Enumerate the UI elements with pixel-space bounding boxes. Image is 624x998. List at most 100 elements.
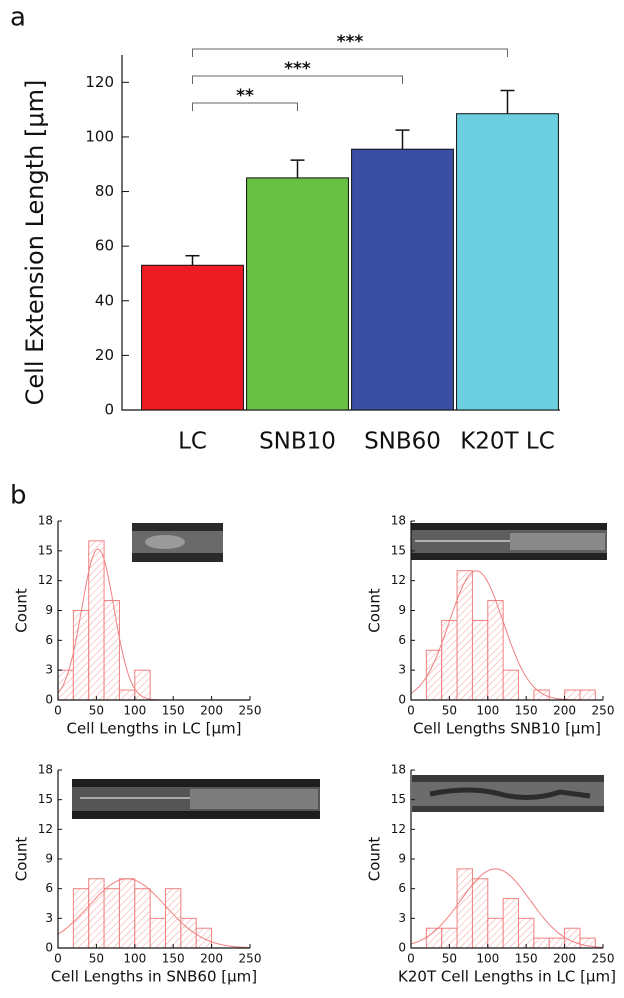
histogram-bar: [103, 888, 120, 949]
y-tick-label: 15: [38, 543, 53, 557]
y-tick-label: 9: [45, 852, 53, 866]
x-tick-label: 100: [123, 704, 146, 718]
y-axis-label: Count: [13, 588, 31, 633]
histogram-bar: [441, 619, 458, 701]
inset-image: [132, 523, 223, 562]
x-tick-label: 50: [89, 704, 104, 718]
x-tick-label: 200: [200, 704, 223, 718]
y-tick-label: 9: [398, 603, 406, 617]
x-tick-label: 0: [407, 952, 415, 966]
x-tick-label: 0: [407, 704, 415, 718]
x-tick-label: SNB60: [364, 429, 441, 455]
y-tick-label: 18: [38, 763, 53, 777]
y-axis-label: Count: [13, 837, 31, 882]
histogram-bar: [533, 689, 550, 701]
histogram-bar: [456, 570, 473, 701]
x-tick-label: LC: [178, 429, 207, 455]
significance-bracket: [192, 48, 508, 57]
x-tick-label: 200: [200, 952, 223, 966]
bar: [141, 264, 244, 411]
histogram-bar: [471, 619, 489, 701]
x-axis-label: Cell Lengths in SNB60 [μm]: [51, 968, 257, 986]
histogram-bar: [425, 649, 443, 701]
histogram-bar: [533, 937, 550, 949]
x-tick-label: 100: [476, 704, 499, 718]
histogram-bar: [579, 689, 596, 701]
y-tick-label: 6: [45, 633, 53, 647]
histogram-bar: [564, 689, 581, 701]
x-tick-label: 250: [592, 952, 615, 966]
histogram-bar: [72, 610, 90, 701]
y-axis-label: Count: [366, 837, 384, 882]
x-tick-label: 0: [54, 704, 62, 718]
panel-label: b: [10, 481, 27, 511]
x-tick-label: 150: [515, 704, 538, 718]
x-tick-label: 200: [553, 704, 576, 718]
y-tick-label: 18: [391, 514, 406, 528]
significance-bracket: [192, 102, 298, 111]
bar: [246, 177, 349, 411]
y-tick-label: 3: [398, 663, 406, 677]
histogram-bar: [456, 868, 473, 949]
histogram-bar: [134, 669, 151, 701]
histogram-bar: [118, 878, 136, 949]
histogram-bar: [471, 878, 489, 949]
histogram-bar: [88, 540, 105, 701]
histogram-bar: [57, 669, 74, 701]
x-tick-label: 150: [162, 704, 185, 718]
y-tick-label: 15: [391, 792, 406, 806]
y-tick-label: 6: [398, 881, 406, 895]
x-axis-label: Cell Lengths in LC [μm]: [66, 720, 241, 738]
histogram-bar: [502, 669, 520, 701]
x-tick-label: 250: [592, 704, 615, 718]
y-tick-label: 18: [38, 514, 53, 528]
y-tick-label: 0: [45, 941, 53, 955]
x-tick-label: 250: [239, 952, 262, 966]
histogram-bar: [165, 888, 182, 949]
x-tick-label: 50: [442, 704, 457, 718]
y-tick-label: 100: [85, 127, 114, 145]
y-tick-label: 20: [95, 346, 114, 364]
y-tick-label: 15: [38, 792, 53, 806]
y-tick-label: 12: [38, 822, 53, 836]
y-tick-label: 12: [391, 822, 406, 836]
significance-label: ***: [284, 59, 311, 79]
x-tick-label: 200: [553, 952, 576, 966]
histogram-bar: [518, 917, 535, 949]
histogram-bar: [502, 898, 520, 949]
bar: [456, 113, 559, 411]
x-tick-label: SNB10: [259, 429, 336, 455]
histogram-bar: [72, 888, 90, 949]
y-tick-label: 80: [95, 182, 114, 200]
panel-label: a: [10, 3, 26, 33]
y-tick-label: 12: [38, 573, 53, 587]
y-tick-label: 3: [45, 911, 53, 925]
y-tick-label: 0: [398, 693, 406, 707]
histogram-bar: [103, 600, 120, 701]
inset-image: [72, 779, 320, 819]
x-tick-label: 150: [162, 952, 185, 966]
bar: [351, 148, 454, 411]
x-tick-label: 100: [123, 952, 146, 966]
histogram-bar: [118, 689, 136, 701]
fit-curve: [57, 878, 251, 949]
significance-label: **: [236, 86, 254, 106]
histogram-bar: [487, 917, 504, 949]
y-tick-label: 60: [95, 237, 114, 255]
x-tick-label: 50: [442, 952, 457, 966]
y-axis-label: Cell Extension Length [μm]: [21, 80, 49, 406]
inset-image: [412, 775, 604, 812]
y-tick-label: 15: [391, 543, 406, 557]
x-tick-label: 100: [476, 952, 499, 966]
y-tick-label: 6: [398, 633, 406, 647]
histogram-bar: [88, 878, 105, 949]
y-tick-label: 9: [398, 852, 406, 866]
x-tick-label: 50: [89, 952, 104, 966]
histogram-bar: [149, 917, 167, 949]
significance-label: ***: [337, 32, 364, 52]
x-axis-label: K20T Cell Lengths in LC [μm]: [398, 968, 616, 986]
x-axis-label: Cell Lengths SNB10 [μm]: [413, 720, 601, 738]
y-tick-label: 6: [45, 881, 53, 895]
